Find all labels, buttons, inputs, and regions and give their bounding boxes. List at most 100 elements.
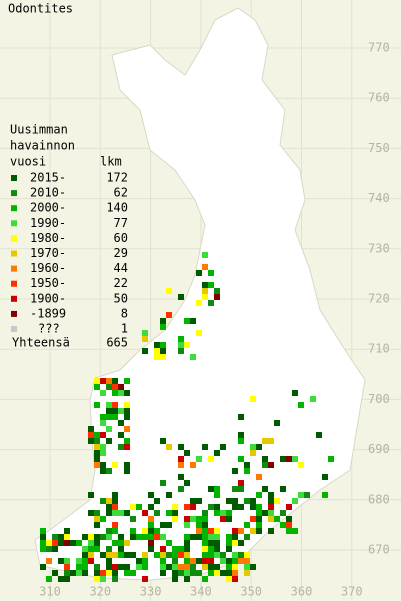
observation-square bbox=[142, 558, 148, 564]
observation-square bbox=[88, 558, 94, 564]
legend-label: -1899 bbox=[30, 306, 66, 320]
observation-square bbox=[40, 540, 46, 546]
observation-square bbox=[88, 432, 94, 438]
observation-square bbox=[94, 534, 100, 540]
observation-square bbox=[148, 522, 154, 528]
observation-square bbox=[106, 534, 112, 540]
observation-square bbox=[214, 450, 220, 456]
observation-square bbox=[232, 486, 238, 492]
observation-square bbox=[256, 528, 262, 534]
observation-square bbox=[106, 552, 112, 558]
legend-count: 62 bbox=[114, 186, 128, 200]
observation-square bbox=[178, 342, 184, 348]
observation-square bbox=[118, 444, 124, 450]
y-tick-label: 710 bbox=[368, 342, 390, 356]
observation-square bbox=[178, 474, 184, 480]
observation-square bbox=[82, 546, 88, 552]
observation-square bbox=[112, 498, 118, 504]
observation-square bbox=[100, 444, 106, 450]
observation-square bbox=[250, 504, 256, 510]
observation-square bbox=[112, 552, 118, 558]
observation-square bbox=[52, 546, 58, 552]
observation-square bbox=[58, 576, 64, 582]
observation-square bbox=[196, 528, 202, 534]
observation-square bbox=[202, 534, 208, 540]
observation-square bbox=[232, 528, 238, 534]
observation-square bbox=[190, 318, 196, 324]
observation-square bbox=[142, 510, 148, 516]
observation-square bbox=[178, 564, 184, 570]
observation-square bbox=[154, 342, 160, 348]
observation-square bbox=[322, 492, 328, 498]
observation-square bbox=[100, 498, 106, 504]
observation-square bbox=[178, 546, 184, 552]
observation-square bbox=[202, 282, 208, 288]
observation-square bbox=[88, 438, 94, 444]
observation-square bbox=[226, 516, 232, 522]
observation-square bbox=[244, 570, 250, 576]
observation-square bbox=[184, 576, 190, 582]
observation-square bbox=[226, 540, 232, 546]
observation-square bbox=[256, 474, 262, 480]
observation-square bbox=[106, 546, 112, 552]
observation-square bbox=[202, 528, 208, 534]
observation-square bbox=[172, 564, 178, 570]
observation-square bbox=[190, 354, 196, 360]
observation-square bbox=[238, 438, 244, 444]
observation-square bbox=[160, 438, 166, 444]
observation-square bbox=[112, 576, 118, 582]
observation-square bbox=[124, 552, 130, 558]
observation-squares bbox=[40, 252, 334, 582]
observation-square bbox=[190, 462, 196, 468]
observation-square bbox=[310, 396, 316, 402]
observation-square bbox=[268, 438, 274, 444]
observation-square bbox=[94, 546, 100, 552]
observation-square bbox=[184, 564, 190, 570]
observation-square bbox=[268, 498, 274, 504]
observation-square bbox=[286, 456, 292, 462]
legend-count: 8 bbox=[121, 306, 128, 320]
observation-square bbox=[142, 528, 148, 534]
observation-square bbox=[124, 414, 130, 420]
observation-square bbox=[166, 444, 172, 450]
observation-square bbox=[202, 552, 208, 558]
legend-swatch bbox=[11, 175, 17, 181]
observation-square bbox=[274, 420, 280, 426]
legend-label: 2000- bbox=[30, 201, 66, 215]
observation-square bbox=[124, 570, 130, 576]
legend-heading: vuosi bbox=[10, 155, 46, 169]
observation-square bbox=[100, 516, 106, 522]
observation-square bbox=[160, 558, 166, 564]
observation-square bbox=[238, 540, 244, 546]
observation-square bbox=[130, 516, 136, 522]
observation-square bbox=[202, 252, 208, 258]
observation-square bbox=[88, 546, 94, 552]
observation-square bbox=[112, 402, 118, 408]
x-tick-label: 350 bbox=[240, 585, 262, 599]
observation-square bbox=[118, 564, 124, 570]
observation-square bbox=[112, 408, 118, 414]
observation-square bbox=[244, 522, 250, 528]
observation-square bbox=[112, 492, 118, 498]
observation-square bbox=[214, 294, 220, 300]
observation-square bbox=[214, 528, 220, 534]
observation-square bbox=[88, 534, 94, 540]
observation-square bbox=[118, 534, 124, 540]
observation-square bbox=[94, 444, 100, 450]
legend-label: ??? bbox=[38, 322, 60, 336]
observation-square bbox=[166, 552, 172, 558]
observation-square bbox=[70, 570, 76, 576]
observation-square bbox=[88, 426, 94, 432]
observation-square bbox=[274, 516, 280, 522]
observation-square bbox=[64, 534, 70, 540]
observation-square bbox=[178, 456, 184, 462]
observation-square bbox=[232, 504, 238, 510]
x-tick-label: 370 bbox=[341, 585, 363, 599]
observation-square bbox=[106, 558, 112, 564]
observation-square bbox=[214, 288, 220, 294]
observation-square bbox=[46, 576, 52, 582]
observation-square bbox=[208, 564, 214, 570]
observation-square bbox=[202, 444, 208, 450]
legend-count: 29 bbox=[114, 246, 128, 260]
